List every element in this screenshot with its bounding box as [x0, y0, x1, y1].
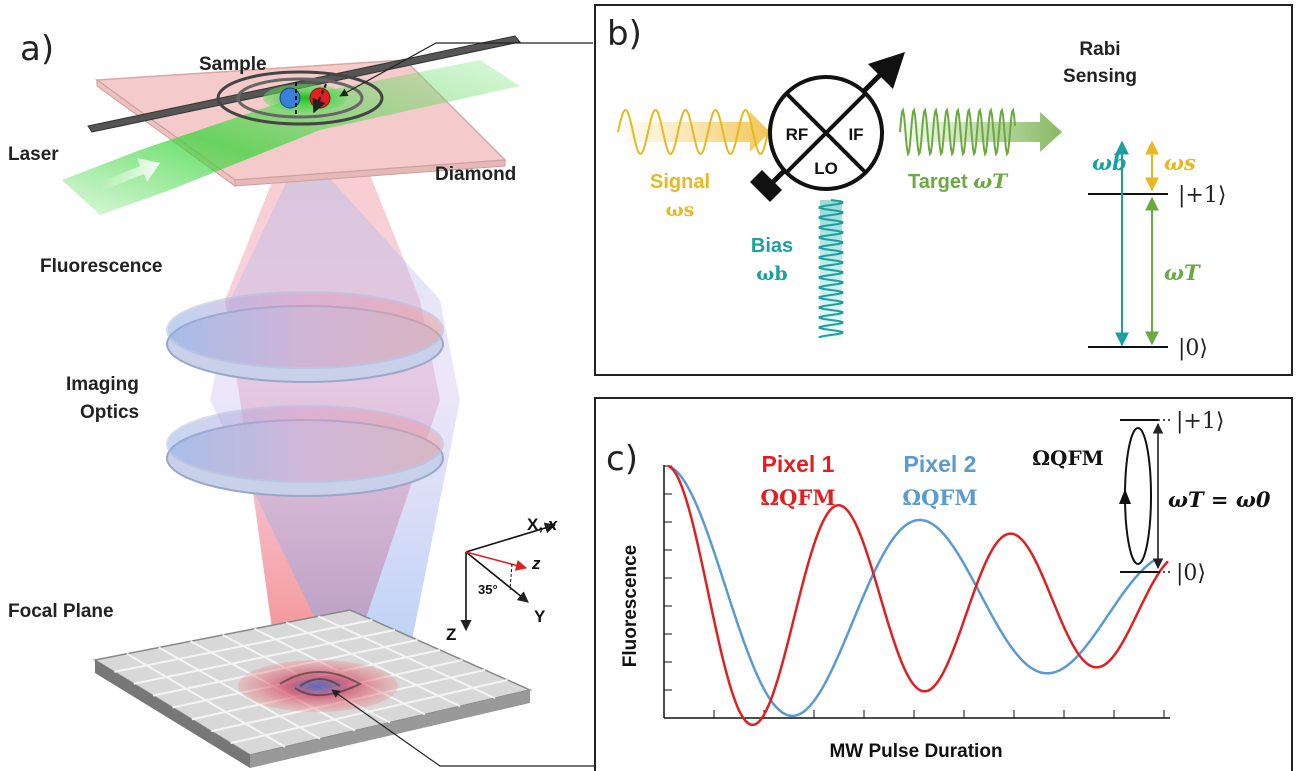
bias-freq: ωb: [756, 263, 787, 285]
axis-z-label: z: [531, 554, 541, 573]
inset-resonance-label: ωT = ω0: [1168, 487, 1271, 512]
axis-Z-label: Z: [446, 625, 456, 644]
target-wave: [899, 107, 1016, 157]
pixel2-label: Pixel 2: [904, 451, 977, 477]
mixer-symbol: [750, 52, 905, 202]
rabi-title-line2: Sensing: [1063, 66, 1137, 87]
imaging-label-line1: Imaging: [66, 374, 139, 395]
signal-label: Signal: [650, 171, 710, 193]
panel-b-letter: b): [607, 14, 642, 54]
inset-0-label: |0⟩: [1176, 561, 1206, 586]
signal-wave: [617, 109, 771, 155]
axes-triad: [460, 522, 557, 632]
level-plus1-label: |+1⟩: [1178, 183, 1226, 208]
focal-plane-label: Focal Plane: [8, 601, 114, 622]
omega-b-label: ωb: [1092, 150, 1127, 175]
excitation-spot: [263, 84, 347, 112]
target-label: Target ωT: [908, 169, 1009, 193]
focal-plane-sensor: [92, 609, 533, 768]
bias-label: Bias: [751, 235, 793, 257]
fluorescence-label: Fluorescence: [40, 256, 163, 277]
pixel1-curve: [667, 464, 1169, 727]
callout-line-pixel: [331, 689, 594, 767]
inset-plus1-label: |+1⟩: [1176, 409, 1224, 434]
lens-lower: [166, 405, 444, 497]
panel-b-frame: [594, 4, 1293, 376]
omega-s-label: ωs: [1164, 150, 1196, 175]
panel-a-letter: a): [20, 29, 54, 69]
mixer-rf-label: RF: [786, 125, 809, 144]
panel-c: c) Pixel 1 ΩQFM Pixel 2 ΩQFM MW Pulse Du…: [594, 397, 1293, 771]
pixel2-curve: [667, 464, 1156, 718]
plot-y-label: Fluorescence: [620, 545, 641, 668]
microwave-wire: [87, 35, 521, 133]
rabi-title-line1: Rabi: [1079, 39, 1120, 60]
laser-beam: [62, 60, 520, 215]
sensor-grid-line: [317, 615, 496, 700]
signal-freq: ωs: [666, 199, 695, 221]
spin-arrows: [295, 82, 326, 114]
diamond-label: Diamond: [435, 164, 516, 185]
angle-label: 35°: [478, 582, 498, 597]
panel-c-letter: c): [606, 439, 638, 479]
level-0-label: |0⟩: [1178, 336, 1208, 361]
mixer-lo-label: LO: [814, 159, 838, 178]
pixel1-label: Pixel 1: [762, 451, 835, 477]
sensor-grid-line: [285, 621, 461, 708]
axis-x-label: X, x: [527, 515, 559, 534]
callout-line-sample: [339, 42, 593, 97]
x-ticks: [713, 710, 1165, 718]
panel-b: b) Rabi Sensing RF IF LO Signal ωs Bias …: [594, 4, 1293, 376]
imaging-label-line2: Optics: [80, 402, 139, 423]
fluorescence-image: [238, 660, 398, 712]
lens-upper: [166, 291, 444, 383]
laser-label: Laser: [8, 144, 59, 165]
plot-x-label: MW Pulse Duration: [829, 741, 1002, 762]
omega-t-label: ωT: [1164, 260, 1201, 285]
laser-arrow-icon: [100, 158, 160, 190]
panel-c-frame: [594, 397, 1293, 771]
sensor-grid-line: [230, 679, 508, 745]
pixel2-freq: ΩQFM: [902, 485, 977, 510]
pixel1-freq: ΩQFM: [760, 485, 835, 510]
rabi-inset: [1119, 419, 1172, 573]
axis-Y-label: Y: [534, 607, 546, 626]
bias-wave: [818, 199, 844, 338]
sample-label: Sample: [199, 54, 267, 75]
panel-a: a) Sample Laser Diamond Fluorescence Ima…: [8, 29, 594, 768]
inset-omega-label: ΩQFM: [1032, 446, 1104, 470]
mixer-if-label: IF: [848, 125, 863, 144]
